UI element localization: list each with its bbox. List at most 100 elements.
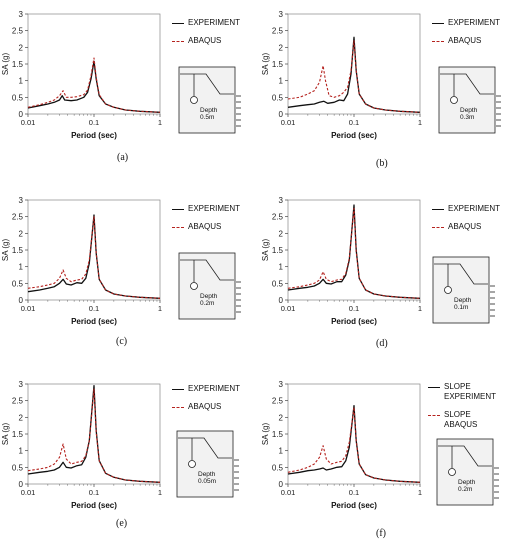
legend-label: ABAQUS <box>188 222 222 231</box>
legend-item-experiment: EXPERIMENT <box>432 18 500 30</box>
y-tick-label: 3 <box>279 380 284 389</box>
legend-label: ABAQUS <box>448 36 482 45</box>
legend-label: ABAQUS <box>448 222 482 231</box>
inset-depth-value: 0.1m <box>454 304 468 311</box>
y-tick-label: 2.5 <box>12 27 24 36</box>
y-tick-label: 2.5 <box>12 397 24 406</box>
x-tick-label: 1 <box>418 304 422 313</box>
panel-d: 0 0.5 1 1.5 2 2.5 3 0.01 0.1 1 Period (sec) SA (g) … <box>260 186 510 364</box>
series-line-abaqus <box>287 40 421 113</box>
legend-label: EXPERIMENT <box>188 18 241 27</box>
y-tick-label: 2 <box>279 413 284 422</box>
y-tick-label: 3 <box>279 10 284 19</box>
accelerometer-marker <box>448 468 456 476</box>
y-tick-label: 2 <box>19 229 24 238</box>
series-line-experiment <box>27 385 161 483</box>
plot-frame <box>287 383 421 485</box>
legend-c: EXPERIMENT ABAQUS <box>172 204 240 234</box>
legend-b: EXPERIMENT ABAQUS <box>432 18 500 48</box>
y-axis-label: SA (g) <box>1 239 10 262</box>
inset-depth-label: Depth <box>198 471 216 478</box>
x-tick-label: 0.1 <box>89 488 99 497</box>
accelerometer-marker <box>190 96 198 104</box>
y-tick-label: 3 <box>19 10 24 19</box>
chart-d: 0 0.5 1 1.5 2 2.5 3 0.01 0.1 1 Period (sec) SA (g) <box>261 196 422 326</box>
inset-depth-label: Depth <box>200 293 218 300</box>
legend-d: EXPERIMENT ABAQUS <box>432 204 500 234</box>
slope-profile <box>440 73 494 95</box>
chart-b: 0 0.5 1 1.5 2 2.5 3 0.01 0.1 1 Period (sec) SA (g) <box>261 10 422 140</box>
accelerometer-marker <box>444 286 452 294</box>
chart-c: 0 0.5 1 1.5 2 2.5 3 0.01 0.1 1 Period (sec) SA (g) <box>1 196 162 326</box>
y-tick-label: 1.5 <box>272 430 284 439</box>
y-axis-label: SA (g) <box>261 239 270 262</box>
slope-profile <box>178 437 232 459</box>
legend-label: EXPERIMENT <box>448 18 501 27</box>
accelerometer-marker <box>450 96 458 104</box>
legend-a: EXPERIMENT ABAQUS <box>172 18 240 48</box>
legend-f: SLOPE EXPERIMENT SLOPE ABAQUS <box>428 382 496 432</box>
legend-label: SLOPE ABAQUS <box>444 410 478 429</box>
accelerometer-marker <box>188 460 196 468</box>
y-axis-label: SA (g) <box>261 423 270 446</box>
x-tick-label: 1 <box>418 118 422 127</box>
y-tick-label: 0 <box>279 296 284 305</box>
y-tick-label: 2.5 <box>12 213 24 222</box>
y-tick-label: 2.5 <box>272 213 284 222</box>
inset-depth-label: Depth <box>458 479 476 486</box>
x-tick-label: 0.1 <box>349 304 359 313</box>
legend-item-experiment: EXPERIMENT <box>432 204 500 216</box>
y-tick-label: 3 <box>19 380 24 389</box>
series-line-experiment <box>287 204 421 299</box>
y-tick-label: 3 <box>19 196 24 205</box>
y-tick-label: 0 <box>19 480 24 489</box>
legend-item-abaqus: ABAQUS <box>172 222 240 234</box>
inset-depth-label: Depth <box>454 297 472 304</box>
series-line-experiment <box>287 36 421 113</box>
x-tick-label: 0.1 <box>89 118 99 127</box>
y-tick-label: 2 <box>19 43 24 52</box>
panel-a: 0 0.5 1 1.5 2 2.5 3 0.01 0.1 1 Period (sec) SA (g) … <box>0 0 250 178</box>
chart-e: 0 0.5 1 1.5 2 2.5 3 0.01 0.1 1 Period (sec) SA (g) <box>1 380 162 510</box>
y-tick-label: 0 <box>279 480 284 489</box>
x-tick-label: 1 <box>158 488 162 497</box>
series-line-abaqus <box>27 388 161 483</box>
series-line-experiment <box>27 214 161 299</box>
panel-f: 0 0.5 1 1.5 2 2.5 3 0.01 0.1 1 Period (sec) SA (g) … <box>260 370 510 548</box>
slope-profile <box>180 259 234 281</box>
y-tick-label: 1.5 <box>12 60 24 69</box>
soil-box <box>432 256 490 324</box>
soil-box <box>436 438 494 506</box>
slope-profile <box>438 445 492 467</box>
inset-depth-value: 0.5m <box>200 114 214 121</box>
y-tick-label: 0.5 <box>272 93 284 102</box>
caption-e: (e) <box>116 518 128 529</box>
inset-depth-label: Depth <box>200 107 218 114</box>
caption-c: (c) <box>116 336 128 347</box>
x-axis-label: Period (sec) <box>331 501 377 510</box>
legend-label: EXPERIMENT <box>188 204 241 213</box>
panel-b: 0 0.5 1 1.5 2 2.5 3 0.01 0.1 1 Period (sec) SA (g) … <box>260 0 510 178</box>
y-tick-label: 1 <box>279 77 284 86</box>
soil-box <box>178 252 236 320</box>
legend-item-slope-experiment: SLOPE EXPERIMENT <box>428 382 496 404</box>
y-tick-label: 2 <box>19 413 24 422</box>
x-axis-label: Period (sec) <box>71 317 117 326</box>
legend-item-experiment: EXPERIMENT <box>172 204 240 216</box>
y-tick-label: 1.5 <box>12 246 24 255</box>
y-tick-label: 1.5 <box>272 60 284 69</box>
caption-d: (d) <box>376 338 388 349</box>
x-tick-label: 0.01 <box>21 488 36 497</box>
chart-a: 0 0.5 1 1.5 2 2.5 3 0.01 0.1 1 Period (sec) SA (g) <box>1 10 162 140</box>
series-line-experiment <box>287 405 421 483</box>
y-tick-label: 0.5 <box>272 279 284 288</box>
legend-item-experiment: EXPERIMENT <box>172 18 240 30</box>
legend-item-abaqus: ABAQUS <box>172 402 240 414</box>
x-axis-label: Period (sec) <box>71 501 117 510</box>
slope-profile <box>180 73 234 95</box>
accelerometer-marker <box>190 282 198 290</box>
x-axis-label: Period (sec) <box>331 131 377 140</box>
